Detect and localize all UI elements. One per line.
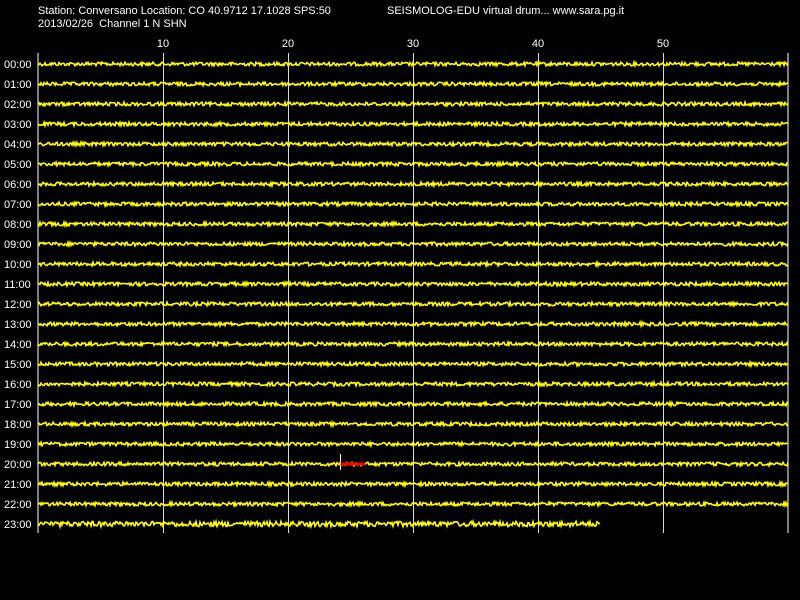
hour-row-label: 02:00 bbox=[4, 99, 32, 111]
hour-row-label: 23:00 bbox=[4, 519, 32, 531]
seismic-trace bbox=[37, 379, 789, 389]
seismic-trace bbox=[37, 99, 789, 109]
seismic-trace bbox=[37, 319, 789, 329]
hour-row-label: 07:00 bbox=[4, 199, 32, 211]
seismic-trace bbox=[37, 59, 789, 69]
hour-row-label: 14:00 bbox=[4, 339, 32, 351]
seismic-trace bbox=[37, 339, 789, 349]
hour-row-label: 15:00 bbox=[4, 359, 32, 371]
seismic-trace bbox=[37, 239, 789, 249]
seismic-trace bbox=[37, 79, 789, 89]
seismic-trace bbox=[37, 139, 789, 149]
hour-row-label: 08:00 bbox=[4, 219, 32, 231]
hour-row-label: 19:00 bbox=[4, 439, 32, 451]
hour-row-label: 10:00 bbox=[4, 259, 32, 271]
hour-row-label: 11:00 bbox=[4, 279, 31, 291]
seismic-trace bbox=[37, 199, 789, 209]
hour-row-label: 21:00 bbox=[4, 479, 32, 491]
seismic-trace bbox=[37, 219, 789, 229]
x-tick-label: 30 bbox=[407, 38, 419, 50]
seismic-trace bbox=[37, 399, 789, 409]
x-tick-label: 10 bbox=[157, 38, 169, 50]
hour-row-label: 06:00 bbox=[4, 179, 32, 191]
x-tick-label: 50 bbox=[657, 38, 669, 50]
station-info: Station: Conversano Location: CO 40.9712… bbox=[38, 5, 331, 17]
hour-row-label: 18:00 bbox=[4, 419, 32, 431]
seismic-trace bbox=[37, 279, 789, 289]
seismic-trace bbox=[37, 479, 789, 489]
seismic-trace bbox=[37, 299, 789, 309]
seismic-trace bbox=[37, 179, 789, 189]
hour-row-label: 13:00 bbox=[4, 319, 32, 331]
hour-row-label: 12:00 bbox=[4, 299, 32, 311]
seismic-trace bbox=[37, 119, 789, 129]
hour-row-label: 05:00 bbox=[4, 159, 32, 171]
hour-row-label: 22:00 bbox=[4, 499, 32, 511]
hour-row-label: 03:00 bbox=[4, 119, 32, 131]
seismic-trace bbox=[37, 259, 789, 269]
date-channel-info: 2013/02/26 Channel 1 N SHN bbox=[38, 18, 187, 30]
seismic-trace bbox=[37, 419, 789, 429]
hour-row-label: 09:00 bbox=[4, 239, 32, 251]
seismic-trace bbox=[37, 518, 601, 530]
seismic-trace bbox=[37, 459, 789, 468]
seismic-trace bbox=[37, 159, 789, 169]
seismic-trace bbox=[37, 439, 789, 449]
hour-row-label: 16:00 bbox=[4, 379, 32, 391]
x-tick-label: 40 bbox=[532, 38, 544, 50]
app-title: SEISMOLOG-EDU virtual drum... www.sara.p… bbox=[387, 5, 625, 17]
hour-row-label: 20:00 bbox=[4, 459, 32, 471]
hour-row-label: 04:00 bbox=[4, 139, 32, 151]
hour-row-label: 17:00 bbox=[4, 399, 32, 411]
seismic-trace bbox=[37, 499, 789, 509]
x-tick-label: 20 bbox=[282, 38, 294, 50]
seismic-trace bbox=[37, 359, 789, 369]
hour-row-label: 00:00 bbox=[4, 59, 32, 71]
hour-row-label: 01:00 bbox=[4, 79, 32, 91]
